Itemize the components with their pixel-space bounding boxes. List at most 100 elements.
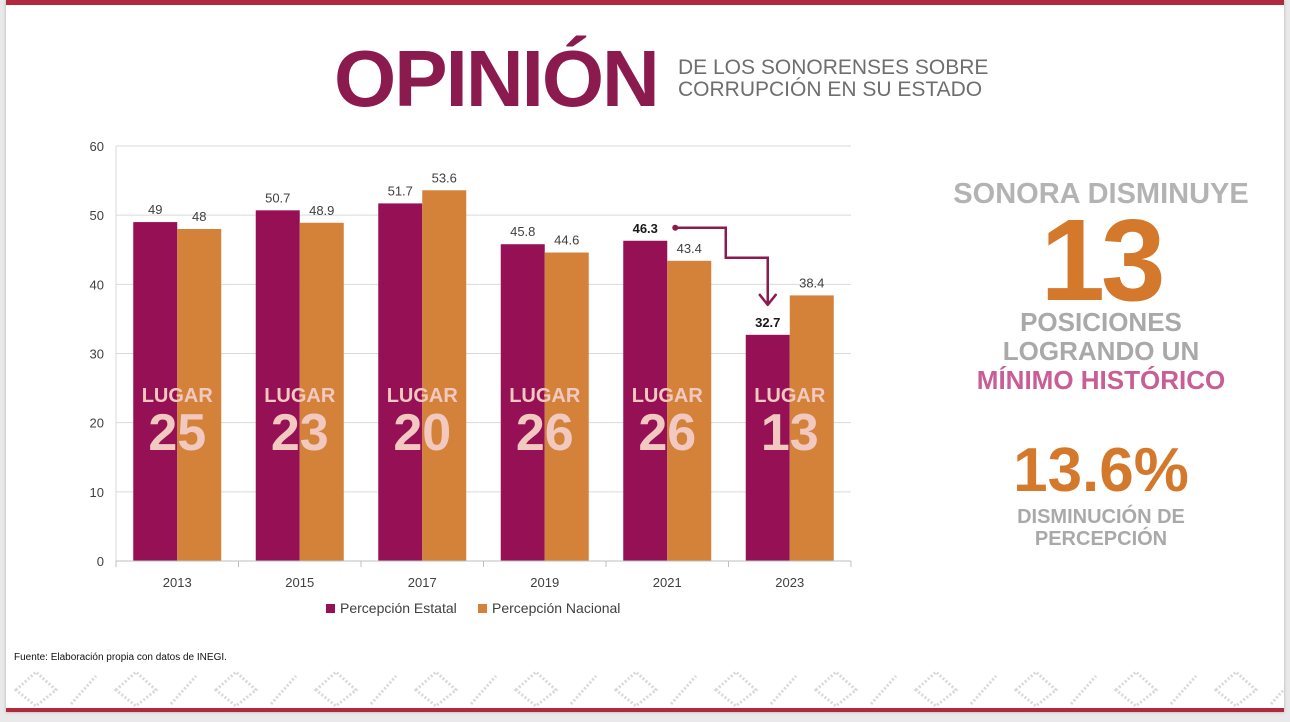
rank-number-label: 13 bbox=[761, 404, 819, 462]
bar-value-label: 43.4 bbox=[677, 241, 702, 256]
bar-nacional bbox=[789, 295, 834, 561]
pattern-diamond bbox=[413, 669, 459, 708]
bar-value-label: 46.3 bbox=[633, 221, 658, 236]
top-accent-bar bbox=[6, 0, 1284, 5]
pattern-diamond bbox=[113, 669, 159, 708]
rank-label-layer: LUGAR25LUGAR23LUGAR20LUGAR26LUGAR26LUGAR… bbox=[142, 385, 826, 462]
bar-value-label: 50.7 bbox=[265, 190, 290, 205]
rank-number-label: 25 bbox=[148, 404, 206, 462]
subtitle-line-2: CORRUPCIÓN EN SU ESTADO bbox=[678, 78, 983, 101]
y-tick-label: 50 bbox=[90, 208, 104, 223]
y-tick-label: 30 bbox=[90, 347, 104, 362]
pattern-diamond bbox=[913, 669, 959, 708]
legend-label-estatal: Percepción Estatal bbox=[340, 600, 457, 616]
pattern-diamond bbox=[1213, 669, 1259, 708]
pattern-slash bbox=[569, 675, 598, 705]
bar-value-label: 49 bbox=[148, 202, 162, 217]
bar-layer bbox=[133, 190, 834, 562]
trend-arrow-line bbox=[675, 226, 769, 305]
y-tick-label: 0 bbox=[97, 554, 104, 569]
percent-decrease-value: 13.6% bbox=[1013, 436, 1189, 505]
pattern-slash bbox=[769, 675, 798, 705]
y-tick-label: 20 bbox=[90, 416, 104, 431]
pattern-diamond bbox=[1113, 669, 1159, 708]
bar-value-label: 38.4 bbox=[799, 275, 824, 290]
y-tick-label: 10 bbox=[90, 485, 104, 500]
page-title: OPINIÓN bbox=[334, 34, 660, 123]
pattern-diamond bbox=[713, 669, 759, 708]
highlight-line-1: POSICIONES bbox=[1020, 307, 1182, 337]
pattern-diamond bbox=[1013, 669, 1059, 708]
bar-estatal bbox=[623, 240, 668, 561]
historic-minimum-label: MÍNIMO HISTÓRICO bbox=[976, 365, 1226, 395]
source-note: Fuente: Elaboración propia con datos de … bbox=[14, 652, 227, 663]
rank-word-label: LUGAR bbox=[509, 385, 581, 407]
rank-word-label: LUGAR bbox=[142, 385, 214, 407]
pattern-diamond bbox=[613, 669, 659, 708]
x-tick-label: 2013 bbox=[163, 575, 192, 590]
pattern-diamond bbox=[313, 669, 359, 708]
bar-estatal bbox=[745, 334, 790, 561]
subtitle-line-1: DE LOS SONORENSES SOBRE bbox=[678, 56, 989, 79]
x-tick-label: 2019 bbox=[530, 575, 559, 590]
y-tick-label: 40 bbox=[90, 277, 104, 292]
bar-value-label: 45.8 bbox=[510, 224, 535, 239]
slide: OPINIÓN DE LOS SONORENSES SOBRE CORRUPCI… bbox=[6, 0, 1284, 712]
bar-estatal bbox=[133, 222, 178, 562]
highlight-panel: SONORA DISMINUYE 13 POSICIONES LOGRANDO … bbox=[896, 178, 1284, 395]
bottom-accent-bar bbox=[6, 708, 1284, 712]
rank-word-label: LUGAR bbox=[264, 385, 336, 407]
bar-estatal bbox=[255, 210, 300, 561]
rank-number-label: 20 bbox=[393, 404, 451, 462]
legend-swatch-estatal bbox=[326, 604, 335, 613]
percent-caption-line-2: PERCEPCIÓN bbox=[1034, 528, 1168, 550]
bar-value-label: 32.7 bbox=[755, 315, 780, 330]
bar-nacional bbox=[177, 229, 222, 561]
pattern-slash bbox=[469, 675, 498, 705]
pattern-slash bbox=[869, 675, 898, 705]
bar-value-label: 51.7 bbox=[388, 183, 413, 198]
bar-chart: LUGAR25LUGAR23LUGAR20LUGAR26LUGAR26LUGAR… bbox=[90, 139, 852, 616]
rank-number-label: 26 bbox=[516, 404, 574, 462]
rank-number-label: 23 bbox=[271, 404, 329, 462]
chart-legend: Percepción Estatal Percepción Nacional bbox=[326, 600, 620, 616]
x-tick-label: 2015 bbox=[285, 575, 314, 590]
pattern-diamond bbox=[213, 669, 259, 708]
rank-word-label: LUGAR bbox=[632, 385, 704, 407]
rank-word-label: LUGAR bbox=[754, 385, 826, 407]
bar-estatal bbox=[378, 203, 423, 562]
pattern-diamond bbox=[13, 669, 59, 708]
annotation-layer bbox=[672, 224, 777, 307]
pattern-slash bbox=[669, 675, 698, 705]
highlight-headline: SONORA DISMINUYE bbox=[953, 178, 1249, 210]
pattern-slash bbox=[1169, 675, 1198, 705]
pattern-slash bbox=[1269, 687, 1284, 705]
x-tick-label: 2023 bbox=[775, 575, 804, 590]
page-subtitle: DE LOS SONORENSES SOBRE CORRUPCIÓN EN SU… bbox=[678, 57, 988, 101]
bar-value-label: 48 bbox=[192, 209, 206, 224]
pattern-slash bbox=[169, 675, 198, 705]
value-label-layer: 49 48 50.7 48.9 51.7 53.6 45.8 44.6 46.3 43.4 32.7… bbox=[148, 170, 824, 330]
trend-arrowhead bbox=[758, 293, 777, 307]
bar-value-label: 53.6 bbox=[432, 170, 457, 185]
x-tick-label: 2017 bbox=[408, 575, 437, 590]
percent-panel: 13.6% DISMINUCIÓN DE PERCEPCIÓN bbox=[896, 436, 1284, 550]
bar-nacional bbox=[299, 222, 344, 561]
pattern-diamond bbox=[513, 669, 559, 708]
highlight-line-2: LOGRANDO UN bbox=[1002, 336, 1200, 366]
trend-arrow-start-dot bbox=[672, 224, 679, 231]
pattern-slash bbox=[1069, 675, 1098, 705]
bar-value-label: 44.6 bbox=[554, 233, 579, 248]
positions-dropped-number: 13 bbox=[1040, 195, 1165, 325]
grid-layer bbox=[115, 145, 851, 562]
pattern-slash bbox=[969, 675, 998, 705]
pattern-slash bbox=[369, 675, 398, 705]
bar-nacional bbox=[544, 252, 589, 561]
rank-number-label: 26 bbox=[638, 404, 696, 462]
rank-word-label: LUGAR bbox=[387, 385, 459, 407]
pattern-slash bbox=[269, 675, 298, 705]
legend-swatch-nacional bbox=[478, 604, 487, 613]
bar-nacional bbox=[667, 260, 712, 561]
bar-estatal bbox=[500, 244, 545, 561]
